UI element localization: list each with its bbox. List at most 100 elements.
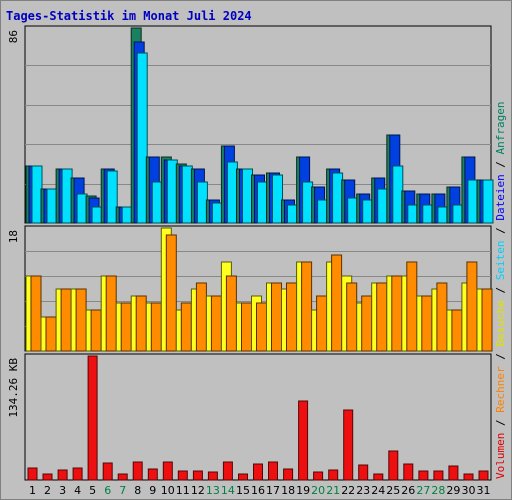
day-label-17: 17 [266,484,280,497]
bar-volumen-day-26 [403,463,414,481]
day-label-9: 9 [149,484,156,497]
bar-volumen-day-18 [283,468,294,481]
bar-volumen-day-7 [117,473,128,481]
day-label-2: 2 [44,484,51,497]
bar-seiten-day-27 [422,204,434,224]
bar-seiten-day-24 [377,188,389,224]
legend-entry-dateien: Dateien [494,174,507,220]
bar-rechner-day-22 [346,282,358,352]
bar-volumen-day-6 [102,462,113,481]
bar-seiten-day-5 [91,206,103,224]
bar-volumen-day-16 [253,463,263,481]
bar-rechner-day-24 [376,282,388,352]
bar-seiten-day-8 [136,52,148,224]
bar-rechner-day-29 [451,309,463,352]
bar-rechner-day-21 [331,254,343,352]
day-label-29: 29 [446,484,460,497]
day-label-22: 22 [341,484,355,497]
bar-seiten-day-6 [106,170,118,224]
legend: Volumen / Rechner / Besuche / Seiten / D… [494,101,507,479]
bar-rechner-day-25 [391,275,403,352]
day-label-7: 7 [119,484,126,497]
bar-seiten-day-11 [181,165,193,224]
bar-rechner-day-30 [466,261,478,352]
day-label-3: 3 [59,484,66,497]
bar-volumen-day-23 [358,464,369,481]
bar-volumen-day-22 [343,409,354,481]
bar-rechner-day-13 [210,295,222,352]
day-label-24: 24 [371,484,385,497]
day-label-18: 18 [281,484,295,497]
day-label-8: 8 [134,484,141,497]
bar-rechner-day-18 [286,282,297,352]
day-label-13: 13 [206,484,220,497]
bar-rechner-day-1 [30,275,42,352]
bar-rechner-day-12 [195,282,207,352]
bar-volumen-day-15 [238,473,248,481]
bar-rechner-day-23 [361,295,373,352]
day-label-28: 28 [431,484,445,497]
bar-volumen-day-3 [57,469,68,481]
bar-volumen-day-11 [177,470,188,481]
bar-volumen-day-9 [147,468,158,481]
legend-entry-seiten: Seiten [494,241,507,281]
bar-seiten-day-18 [287,204,298,224]
bar-rechner-day-14 [225,275,237,352]
bar-volumen-day-27 [418,470,429,481]
day-label-16: 16 [251,484,265,497]
day-label-4: 4 [74,484,81,497]
legend-entry-volumen: Volumen [494,433,507,479]
day-label-26: 26 [401,484,415,497]
day-label-27: 27 [416,484,430,497]
bar-rechner-day-9 [150,302,162,352]
bar-rechner-day-17 [271,282,282,352]
legend-entry-anfragen: Anfragen [494,101,507,154]
day-label-19: 19 [296,484,310,497]
day-label-10: 10 [161,484,175,497]
legend-separator: / [494,413,507,433]
day-label-30: 30 [462,484,476,497]
bar-rechner-day-20 [316,295,328,352]
day-label-20: 20 [311,484,325,497]
day-label-11: 11 [176,484,190,497]
bar-rechner-day-7 [120,302,132,352]
panel-volume [24,353,492,481]
day-label-15: 15 [236,484,250,497]
bar-rechner-day-3 [60,288,72,352]
bar-rechner-day-19 [301,261,313,352]
bar-rechner-day-16 [256,302,267,352]
bar-volumen-day-14 [222,461,233,481]
bar-volumen-day-29 [448,465,459,481]
day-label-6: 6 [104,484,111,497]
bar-rechner-day-27 [421,295,433,352]
bar-rechner-day-2 [45,316,57,352]
day-label-12: 12 [191,484,205,497]
bar-volumen-day-31 [478,470,489,481]
bar-volumen-day-30 [463,473,474,481]
bar-rechner-day-15 [241,302,252,352]
bar-volumen-day-8 [132,461,143,481]
bar-volumen-day-24 [373,473,384,481]
day-label-5: 5 [89,484,96,497]
bar-rechner-day-5 [90,309,102,352]
bar-rechner-day-28 [436,282,448,352]
panel-max-label: 86 [7,30,20,43]
bar-seiten-day-14 [226,161,238,224]
legend-entry-besuche: Besuche [494,300,507,346]
day-label-25: 25 [386,484,400,497]
bar-seiten-day-2 [46,188,58,224]
panel-max-label: 134.26 KB [7,358,20,418]
bar-volumen-day-28 [433,470,444,481]
bar-rechner-day-10 [165,234,177,352]
bar-volumen-day-25 [388,450,399,481]
legend-entry-rechner: Rechner [494,366,507,413]
day-label-31: 31 [477,484,491,497]
day-label-23: 23 [356,484,370,497]
bar-volumen-day-1 [27,467,38,481]
legend-separator: / [494,280,507,300]
bar-volumen-day-5 [87,355,98,481]
bar-volumen-day-13 [207,471,218,481]
bar-volumen-day-17 [268,461,278,481]
